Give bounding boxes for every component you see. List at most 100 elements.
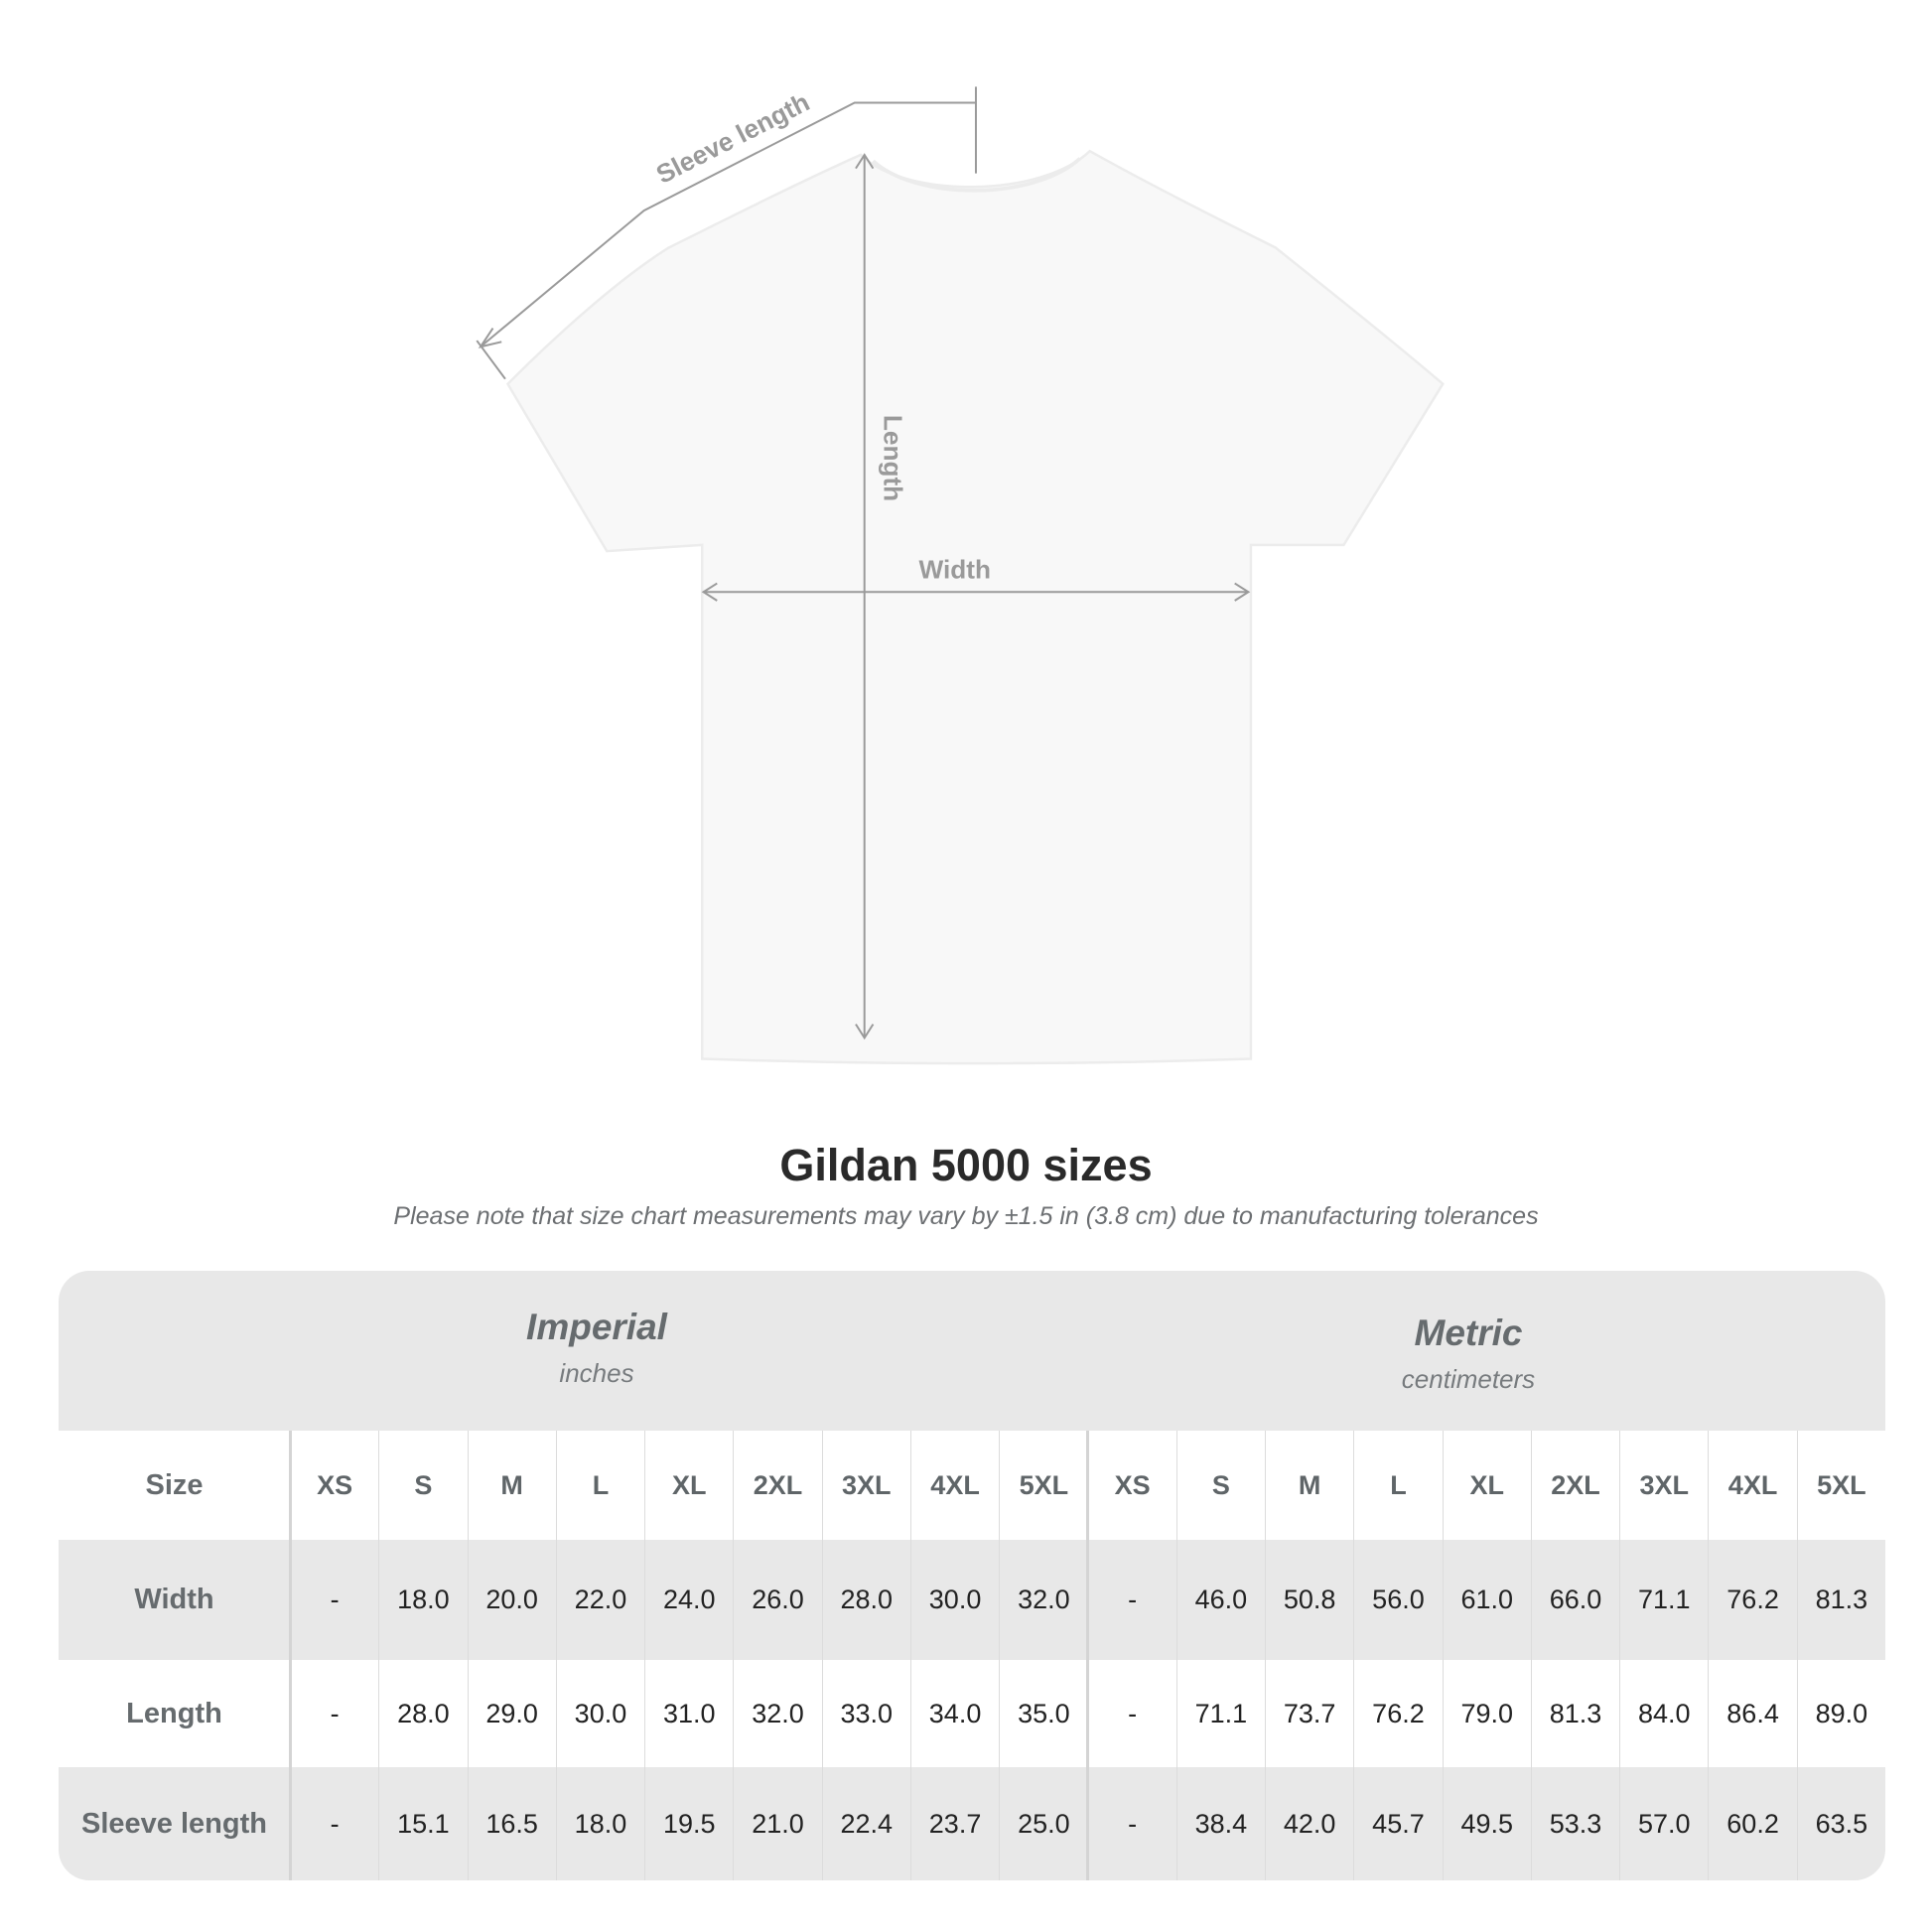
metric-value: 71.1 [1619,1540,1708,1660]
imperial-value: - [290,1540,378,1660]
imperial-unit: inches [559,1358,634,1388]
metric-value: 38.4 [1175,1767,1265,1880]
table-row: Sleeve length -15.1 16.5 18.0 19.5 21.0 22.4 23… [59,1767,1885,1880]
imperial-value: 32.0 [733,1660,821,1767]
imperial-value: 35.0 [999,1660,1087,1767]
size-table: Imperial inches Metric centimeters Size X… [59,1271,1885,1880]
metric-value: 46.0 [1175,1540,1265,1660]
size-header-row: Size XS XS S S M M L L XL XL 2XL 2XL 3XL 3XL 4XL 4XL 5XL 5… [59,1431,1885,1540]
imperial-value: 23.7 [909,1767,999,1880]
metric-value: 84.0 [1619,1660,1708,1767]
imperial-size-2XL: 2XL [733,1431,821,1540]
metric-value: - [1087,1767,1176,1880]
imperial-value: 20.0 [467,1540,556,1660]
metric-value: 71.1 [1175,1660,1265,1767]
metric-value: 86.4 [1708,1660,1796,1767]
row-label: Length [126,1697,222,1729]
imperial-value: 29.0 [467,1660,556,1767]
metric-value: 89.0 [1796,1660,1885,1767]
label-divider [289,1431,292,1880]
row-label: Width [134,1584,214,1615]
metric-value: 63.5 [1796,1767,1885,1880]
metric-value: 76.2 [1353,1660,1442,1767]
page-title: Gildan 5000 sizes [779,1140,1153,1190]
imperial-value: 15.1 [378,1767,467,1880]
metric-size-4XL: 4XL [1708,1431,1796,1540]
table-header: Imperial inches Metric centimeters [59,1271,1885,1431]
metric-value: 81.3 [1796,1540,1885,1660]
metric-value: - [1087,1540,1176,1660]
imperial-size-XL: XL [644,1431,733,1540]
metric-size-2XL: 2XL [1530,1431,1619,1540]
imperial-value: 19.5 [644,1767,733,1880]
sleeve-length-label: Sleeve length [651,86,814,189]
metric-value: 57.0 [1619,1767,1708,1880]
metric-size-3XL: 3XL [1619,1431,1708,1540]
metric-size-5XL: 5XL [1796,1431,1885,1540]
imperial-value: 16.5 [467,1767,556,1880]
metric-value: 66.0 [1530,1540,1619,1660]
imperial-value: 31.0 [644,1660,733,1767]
length-label: Length [879,415,908,501]
metric-value: - [1087,1660,1176,1767]
metric-value: 76.2 [1708,1540,1796,1660]
sleeve-length-line [476,86,977,380]
metric-size-S: S [1175,1431,1265,1540]
imperial-value: - [290,1767,378,1880]
table-row: Width -18.0 20.0 22.0 24.0 26.0 28.0 30.0 32.0-4… [59,1540,1885,1660]
size-row-label: Size [145,1468,204,1501]
metric-value: 81.3 [1530,1660,1619,1767]
imperial-value: 33.0 [821,1660,910,1767]
imperial-value: 22.0 [555,1540,644,1660]
metric-value: 53.3 [1530,1767,1619,1880]
imperial-size-XS: XS [290,1431,378,1540]
metric-size-L: L [1353,1431,1442,1540]
imperial-value: 21.0 [733,1767,821,1880]
imperial-value: 22.4 [821,1767,910,1880]
metric-size-XL: XL [1442,1431,1531,1540]
imperial-size-M: M [467,1431,556,1540]
metric-value: 50.8 [1265,1540,1353,1660]
imperial-value: - [290,1660,378,1767]
page-subtitle: Please note that size chart measurements… [393,1202,1539,1230]
metric-value: 49.5 [1442,1767,1531,1880]
metric-value: 56.0 [1353,1540,1442,1660]
metric-value: 42.0 [1265,1767,1353,1880]
imperial-value: 28.0 [378,1660,467,1767]
imperial-header: Imperial inches [299,1307,895,1389]
metric-value: 60.2 [1708,1767,1796,1880]
imperial-title: Imperial [526,1307,667,1347]
imperial-size-4XL: 4XL [909,1431,999,1540]
imperial-value: 32.0 [999,1540,1087,1660]
metric-value: 79.0 [1442,1660,1531,1767]
tshirt-shape [505,149,1445,1065]
table-row: Length -28.0 29.0 30.0 31.0 32.0 33.0 34.0 35.0-… [59,1660,1885,1767]
imperial-value: 24.0 [644,1540,733,1660]
width-line [701,582,1251,602]
metric-value: 73.7 [1265,1660,1353,1767]
imperial-value: 18.0 [378,1540,467,1660]
imperial-value: 28.0 [821,1540,910,1660]
imperial-value: 30.0 [909,1540,999,1660]
imperial-value: 25.0 [999,1767,1087,1880]
imperial-size-5XL: 5XL [999,1431,1087,1540]
width-label: Width [919,555,991,585]
imperial-value: 18.0 [555,1767,644,1880]
row-label: Sleeve length [81,1807,267,1840]
metric-value: 45.7 [1353,1767,1442,1880]
imperial-size-S: S [378,1431,467,1540]
metric-value: 61.0 [1442,1540,1531,1660]
length-line [855,153,875,1040]
metric-header: Metric centimeters [1171,1312,1766,1395]
imperial-value: 26.0 [733,1540,821,1660]
imperial-size-3XL: 3XL [821,1431,910,1540]
metric-title: Metric [1414,1312,1523,1353]
metric-size-XS: XS [1087,1431,1176,1540]
system-divider [1086,1431,1089,1880]
metric-unit: centimeters [1401,1364,1536,1394]
imperial-value: 34.0 [909,1660,999,1767]
imperial-value: 30.0 [555,1660,644,1767]
metric-size-M: M [1265,1431,1353,1540]
imperial-size-L: L [555,1431,644,1540]
